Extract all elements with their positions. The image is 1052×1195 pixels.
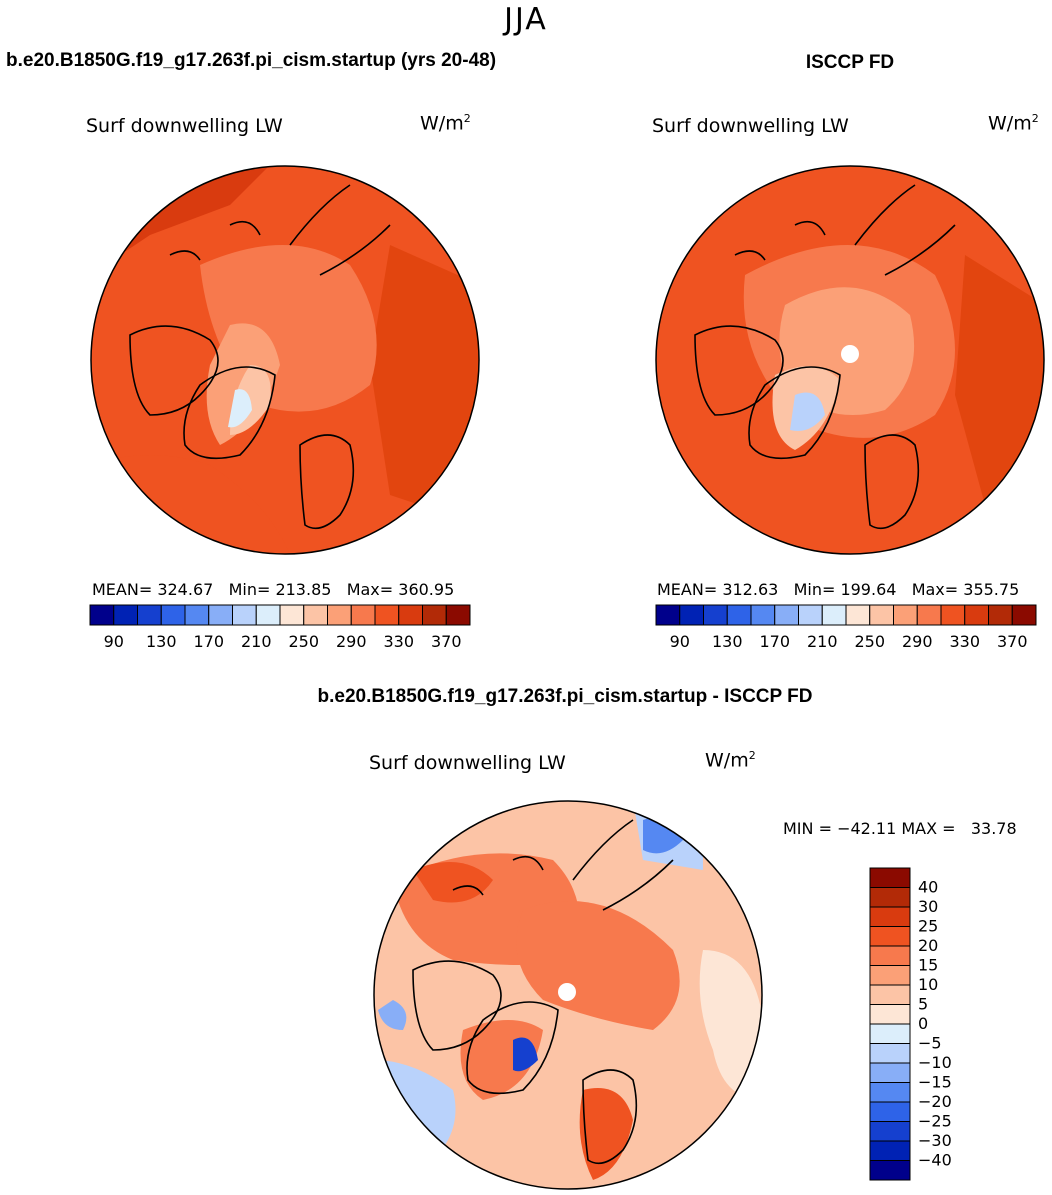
diff-colorbar-swatch: [869, 1121, 911, 1142]
diff-colorbar-swatch: [869, 1140, 911, 1161]
case-colorbar-swatch: [160, 604, 186, 626]
case-colorbar-swatch: [398, 604, 423, 626]
diff-units-label: W/m2: [705, 749, 756, 772]
obs-colorbar-swatch: [869, 604, 894, 626]
case-colorbar-swatch: [327, 604, 352, 626]
diff-colorbar-swatch: [869, 1023, 911, 1044]
case-colorbar-swatch: [113, 604, 138, 626]
case-colorbar: 90 130 170 210 250 290 330 370: [89, 604, 471, 651]
case-variable-label: Surf downwelling LW: [86, 115, 283, 137]
obs-colorbar-tick-label: 210: [807, 632, 838, 651]
diff-colorbar-swatch: [869, 867, 911, 888]
diff-colorbar-tick-label: −10: [918, 1053, 952, 1072]
case-colorbar-tick-label: 370: [431, 632, 462, 651]
diff-colorbar-tick-label: −30: [918, 1131, 952, 1150]
obs-colorbar-swatch: [679, 604, 704, 626]
obs-colorbar-tick-label: 170: [759, 632, 790, 651]
obs-colorbar-swatch: [893, 604, 918, 626]
case-colorbar-tick-label: 330: [383, 632, 414, 651]
diff-colorbar-swatch: [869, 984, 911, 1005]
diff-colorbar-tick-label: 40: [918, 878, 938, 897]
obs-units-label: W/m2: [988, 112, 1039, 135]
case-colorbar-swatch: [208, 604, 233, 626]
case-colorbar-swatch: [303, 604, 328, 626]
case-colorbar-tick-label: 130: [146, 632, 177, 651]
case-colorbar-swatch: [184, 604, 210, 626]
case-colorbar-swatch: [89, 604, 115, 626]
case-colorbar-tick-label: 90: [104, 632, 124, 651]
case-colorbar-swatch: [255, 604, 281, 626]
case-colorbar-swatch: [350, 604, 376, 626]
obs-colorbar-swatch: [655, 604, 681, 626]
obs-colorbar-swatch: [726, 604, 752, 626]
obs-colorbar-swatch: [916, 604, 942, 626]
obs-colorbar: 90 130 170 210 250 290 330 370: [655, 604, 1037, 651]
case-colorbar-tick-label: 250: [288, 632, 319, 651]
diff-polar-map: [373, 800, 763, 1190]
diff-colorbar-tick-label: −15: [918, 1073, 952, 1092]
obs-colorbar-tick-label: 330: [949, 632, 980, 651]
obs-variable-label: Surf downwelling LW: [652, 115, 849, 137]
obs-colorbar-swatch: [964, 604, 989, 626]
diff-colorbar-tick-label: 25: [918, 917, 938, 936]
case-colorbar-swatch: [232, 604, 257, 626]
obs-colorbar-swatch: [774, 604, 799, 626]
diff-colorbar-tick-label: 5: [918, 995, 928, 1014]
diff-colorbar-tick-label: −25: [918, 1112, 952, 1131]
diff-colorbar-tick-label: −40: [918, 1151, 952, 1170]
diff-stats: MIN = −42.11 MAX = 33.78: [783, 819, 1017, 838]
case-colorbar-swatch: [374, 604, 400, 626]
case-colorbar-swatch: [279, 604, 305, 626]
obs-colorbar-swatch: [940, 604, 966, 626]
diff-colorbar-swatch: [869, 1101, 911, 1122]
case-units-label: W/m2: [420, 112, 471, 135]
diff-colorbar-tick-label: 20: [918, 936, 938, 955]
obs-stats: MEAN= 312.63 Min= 199.64 Max= 355.75: [657, 580, 1020, 599]
diff-colorbar-swatch: [869, 965, 911, 986]
case-colorbar-swatch: [422, 604, 447, 626]
case-colorbar-tick-label: 290: [336, 632, 367, 651]
obs-colorbar-tick-label: 370: [997, 632, 1028, 651]
case-polar-map: [90, 165, 480, 555]
diff-colorbar-tick-label: 10: [918, 975, 938, 994]
diff-colorbar-tick-label: 30: [918, 897, 938, 916]
obs-polar-map: [655, 165, 1045, 555]
diff-colorbar-tick-label: 0: [918, 1014, 928, 1033]
obs-panel-title: ISCCP FD: [805, 52, 895, 73]
diff-colorbar-tick-label: −20: [918, 1092, 952, 1111]
diff-panel-title: b.e20.B1850G.f19_g17.263f.pi_cism.startu…: [317, 686, 813, 707]
diff-colorbar-swatch: [869, 926, 911, 947]
diff-variable-label: Surf downwelling LW: [369, 752, 566, 774]
diff-colorbar-tick-label: 15: [918, 956, 938, 975]
obs-colorbar-tick-label: 130: [712, 632, 743, 651]
case-colorbar-swatch: [445, 604, 471, 626]
case-panel-title: b.e20.B1850G.f19_g17.263f.pi_cism.startu…: [6, 50, 497, 71]
obs-colorbar-swatch: [845, 604, 871, 626]
diff-colorbar-swatch: [869, 887, 911, 908]
case-colorbar-tick-label: 210: [241, 632, 272, 651]
season-title: JJA: [504, 2, 548, 37]
diff-colorbar-swatch: [869, 906, 911, 927]
obs-colorbar-swatch: [798, 604, 823, 626]
obs-colorbar-swatch: [821, 604, 847, 626]
obs-colorbar-swatch: [988, 604, 1013, 626]
case-stats: MEAN= 324.67 Min= 213.85 Max= 360.95: [92, 580, 455, 599]
obs-colorbar-tick-label: 90: [670, 632, 690, 651]
diff-colorbar-swatch: [869, 1082, 911, 1103]
diff-colorbar-swatch: [869, 1160, 911, 1181]
case-colorbar-swatch: [137, 604, 162, 626]
obs-colorbar-swatch: [703, 604, 728, 626]
obs-colorbar-swatch: [1011, 604, 1037, 626]
case-colorbar-tick-label: 170: [193, 632, 224, 651]
obs-colorbar-tick-label: 290: [902, 632, 933, 651]
obs-colorbar-tick-label: 250: [854, 632, 885, 651]
diff-colorbar-swatch: [869, 945, 911, 966]
diff-colorbar-tick-label: −5: [918, 1034, 942, 1053]
diff-colorbar-swatch: [869, 1043, 911, 1064]
diff-colorbar-swatch: [869, 1004, 911, 1025]
obs-colorbar-swatch: [750, 604, 776, 626]
diff-colorbar-swatch: [869, 1062, 911, 1083]
